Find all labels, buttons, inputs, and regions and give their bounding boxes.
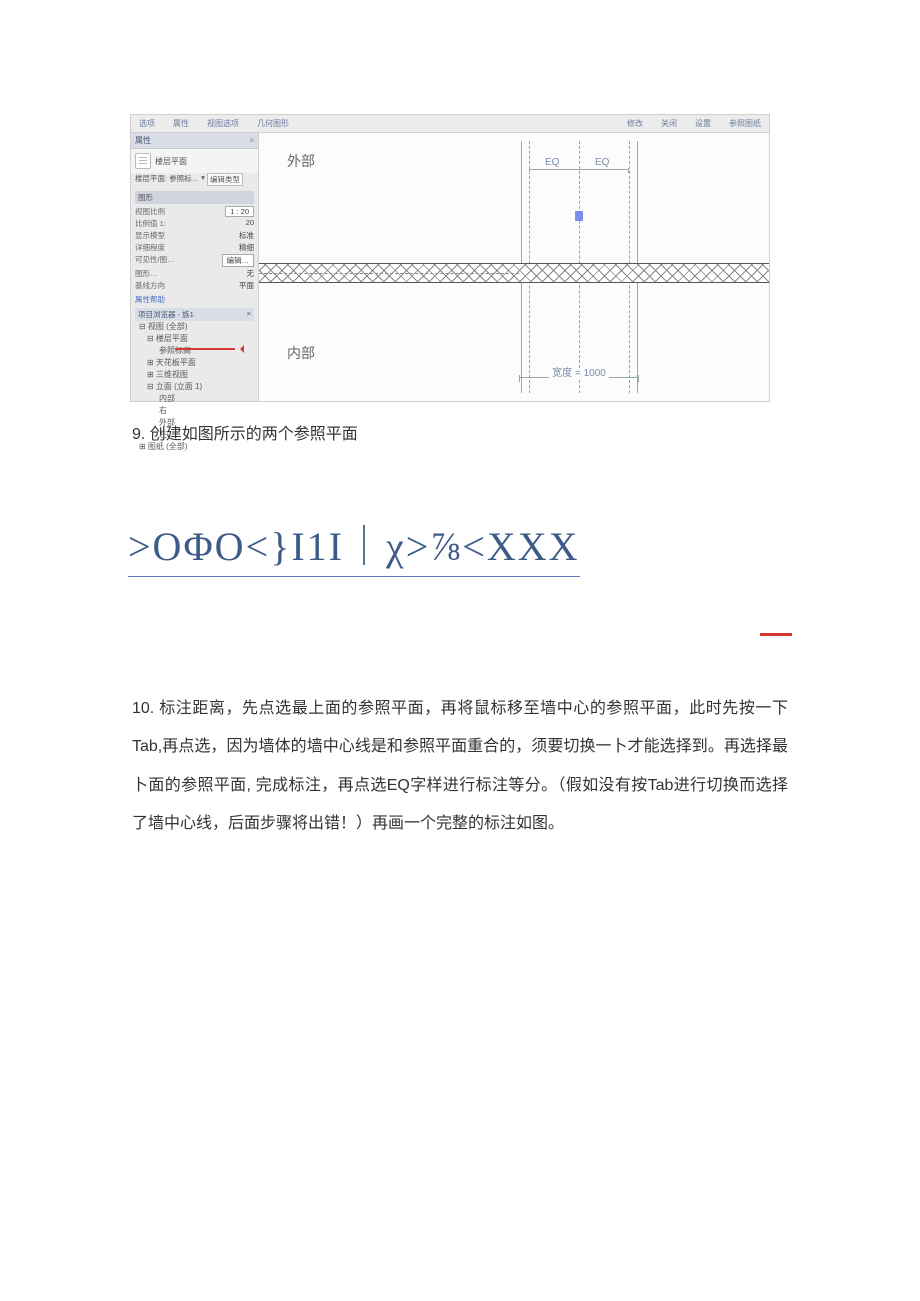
menu-bar: 选项 属性 视图选项 几何图形 修改 关闭 设置 参照图纸 [131,115,769,133]
tree-item[interactable]: 外部 [135,417,254,429]
prop-key: 详细程度 [135,242,165,253]
width-dimension-label: 宽度 = 1000 [549,368,609,379]
drawing-canvas[interactable]: 外部 内部 EQ EQ 宽度 = 1000 [259,133,769,401]
wall-element[interactable] [259,263,769,283]
prop-row: 视图比例 1 : 20 [135,205,254,217]
prop-value: 标准 [239,230,254,241]
left-sidebar: 属性 × 楼层平面 楼层平面: 参照标… ▾ 编辑类型 图形 视图比例 1 : … [131,133,259,401]
document-icon [135,153,151,169]
menu-item[interactable]: 视图选项 [207,118,239,129]
prop-row: 基线方向 平面 [135,279,254,291]
prop-row: 显示模型 标准 [135,229,254,241]
menu-item[interactable]: 设置 [695,118,711,129]
prop-key: 图形… [135,268,158,279]
section-title: 图形 [135,191,254,204]
tree-item[interactable]: ⊞ 三维视图 [135,369,254,381]
revit-screenshot: 选项 属性 视图选项 几何图形 修改 关闭 设置 参照图纸 属性 × 楼层平面 … [130,114,770,402]
tree-item[interactable]: ⊞ 图纸 (全部) [135,441,254,453]
menu-item[interactable]: 选项 [139,118,155,129]
tree-item[interactable]: ⊞ 天花板平面 [135,357,254,369]
prop-key: 视图比例 [135,206,165,217]
tree-item[interactable]: ⊟ 视图 (全部) [135,321,254,333]
project-browser: 项目浏览器 - 族1 × ⊟ 视图 (全部) ⊟ 楼层平面 参照标高 ⊞ 天花板… [131,306,258,455]
prop-key: 显示模型 [135,230,165,241]
prop-row: 可见性/图… 编辑… [135,253,254,267]
properties-type-label: 楼层平面 [155,156,187,167]
label-inner: 内部 [287,343,315,363]
properties-panel-head: 属性 × [131,133,258,149]
close-icon[interactable]: × [247,309,251,320]
menu-item[interactable]: 修改 [627,118,643,129]
prop-value: 20 [246,218,254,229]
menu-item[interactable]: 属性 [173,118,189,129]
width-dimension[interactable]: 宽度 = 1000 [519,377,639,393]
properties-help-link[interactable]: 属性帮助 [131,293,258,306]
tree-item[interactable]: 右 [135,405,254,417]
prop-value: 精细 [239,242,254,253]
dimension-line[interactable] [529,169,629,170]
browser-title: 项目浏览器 - 族1 [138,309,194,320]
glyph-text: >OΦO<}I1I｜χ>⅞<XXX [128,524,580,569]
close-icon[interactable]: × [249,136,254,145]
panel-title: 属性 [135,135,151,146]
prop-value: 平面 [239,280,254,291]
prop-row: 图形… 无 [135,267,254,279]
properties-section: 图形 视图比例 1 : 20 比例值 1: 20 显示模型 标准 详细程度 精细 [131,189,258,293]
properties-type-row: 楼层平面 [131,149,258,173]
tree-item[interactable]: ⊟ 立面 (立面 1) [135,381,254,393]
menu-item[interactable]: 关闭 [661,118,677,129]
eq-label[interactable]: EQ [545,157,559,168]
decorative-glyph-row: >OΦO<}I1I｜χ>⅞<XXX [128,514,580,577]
eq-label[interactable]: EQ [595,157,609,168]
edit-type-button[interactable]: 编辑类型 [207,173,243,186]
type-selector[interactable]: 楼层平面: 参照标… [135,173,199,186]
red-dash-icon [760,633,792,636]
browser-head: 项目浏览器 - 族1 × [135,308,254,321]
drag-handle[interactable] [575,211,583,221]
prop-value[interactable]: 编辑… [222,254,255,267]
label-outer: 外部 [287,151,315,171]
tree-item[interactable]: ⊟ 楼层平面 [135,333,254,345]
tree-item[interactable]: 内部 [135,393,254,405]
prop-key: 可见性/图… [135,254,175,267]
prop-key: 比例值 1: [135,218,166,229]
menu-item[interactable]: 几何图形 [257,118,289,129]
tree-item[interactable]: 左 [135,429,254,441]
type-selector-row: 楼层平面: 参照标… ▾ 编辑类型 [131,173,258,189]
annotation-arrow-icon [175,348,235,350]
prop-row: 比例值 1: 20 [135,217,254,229]
prop-value[interactable]: 1 : 20 [225,206,254,217]
prop-row: 详细程度 精细 [135,241,254,253]
menu-item[interactable]: 参照图纸 [729,118,761,129]
prop-key: 基线方向 [135,280,165,291]
prop-value: 无 [247,268,255,279]
paragraph-step-10: 10. 标注距离，先点选最上面的参照平面，再将鼠标移至墙中心的参照平面，此时先按… [132,690,788,844]
